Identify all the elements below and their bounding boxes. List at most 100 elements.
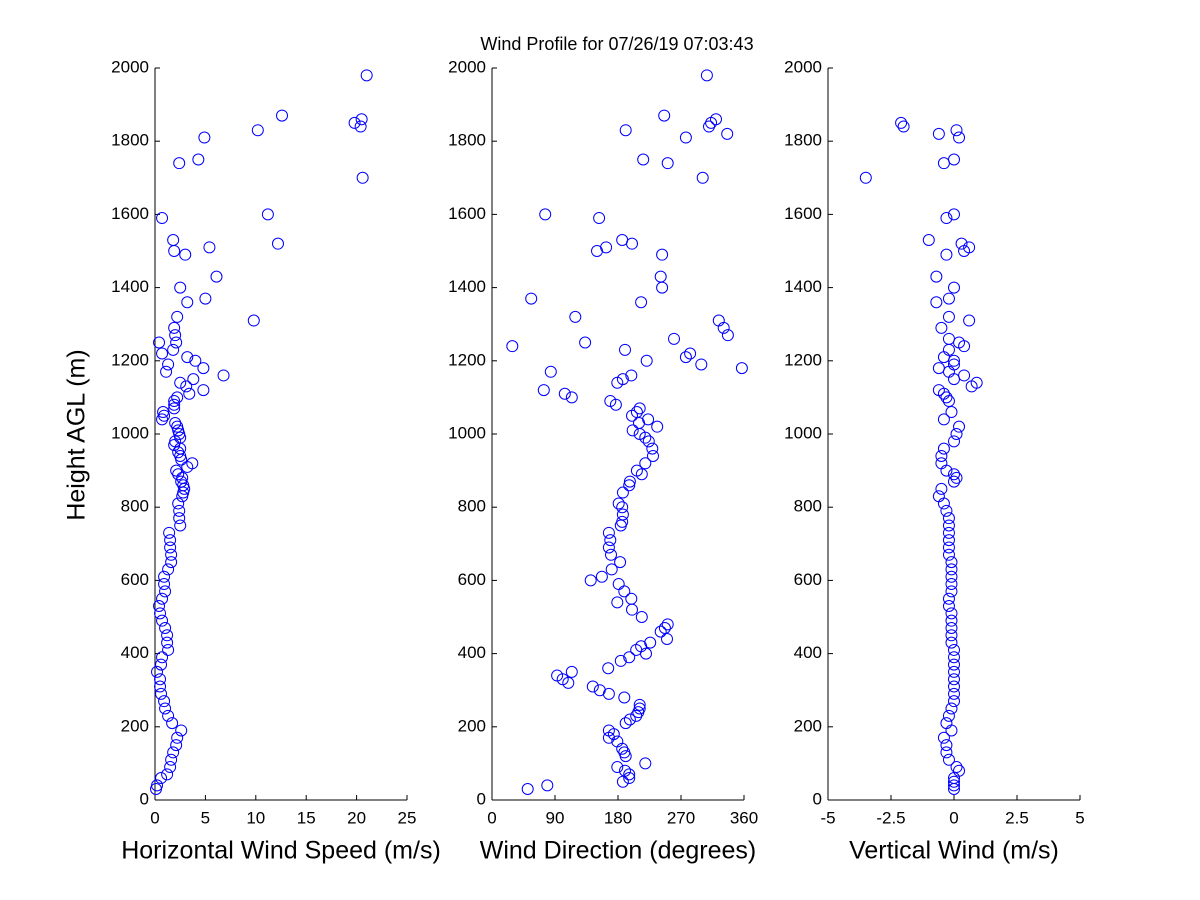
point [355,113,368,126]
point [656,281,669,294]
point [618,585,631,598]
x-tick-label: 0 [150,808,159,827]
point [198,131,211,144]
point [940,739,953,752]
point [679,351,692,364]
point [151,665,164,678]
point [965,380,978,393]
point [154,673,167,686]
point [950,428,963,440]
point [612,497,625,510]
x-tick-label: 25 [398,808,417,827]
point [945,621,958,634]
point [948,281,960,294]
point [942,332,955,345]
point [963,314,976,327]
y-axis-label: Height AGL (m) [63,349,91,520]
x-axis-label: Vertical Wind (m/s) [849,837,1059,865]
point [156,212,169,225]
point [635,468,648,481]
point [930,270,943,283]
point [605,548,617,561]
point [156,651,169,664]
point [619,717,632,730]
point [661,618,674,631]
point [948,673,960,686]
point [197,384,210,397]
point [171,391,184,404]
point [942,526,955,539]
point [942,310,955,323]
point [712,314,725,327]
point [942,534,955,547]
point [630,464,643,477]
y-tick-label: 800 [121,497,149,516]
y-tick-label: 1400 [784,277,822,296]
point [942,395,955,408]
point [177,486,190,499]
point [165,753,178,766]
point [168,321,181,334]
point [162,643,175,656]
point [174,281,187,294]
point [937,442,950,455]
point [164,761,177,774]
point [179,248,192,261]
point [942,541,955,554]
point [544,365,557,378]
point [166,717,179,730]
y-tick-label: 1600 [111,204,149,223]
point [945,578,958,591]
point [616,501,629,514]
point [942,343,955,356]
point [160,365,173,378]
point [958,245,971,257]
point [616,775,629,788]
y-tick-label: 600 [794,570,822,589]
point [168,402,181,415]
point [656,248,669,261]
point [948,153,960,166]
point [618,691,631,704]
point [565,391,578,404]
y-tick-label: 0 [813,789,822,808]
point [247,314,260,327]
point [940,746,953,759]
y-tick-label: 2000 [111,57,149,76]
point [607,728,620,741]
point [945,614,958,627]
point [623,768,636,781]
y-tick-label: 400 [458,643,486,662]
point [945,636,958,649]
point [935,457,948,470]
point [625,369,638,382]
point [635,640,648,653]
point [616,486,629,499]
point [940,248,953,261]
point [945,563,958,576]
point [623,479,636,492]
point [935,449,948,462]
point [161,636,174,649]
point [616,742,629,755]
point [940,504,953,517]
point [945,585,958,598]
point [948,779,960,792]
point [203,241,216,254]
point [161,768,174,781]
point [171,310,184,323]
point [623,772,636,785]
point [950,124,963,137]
point [626,237,638,250]
point [948,695,960,708]
point [586,680,599,693]
point [639,757,652,770]
point [948,680,960,693]
point [721,329,734,342]
point [658,109,671,122]
point [602,526,615,539]
y-tick-label: 600 [121,570,149,589]
y-tick-label: 1800 [784,131,822,150]
x-tick-label: 360 [730,808,758,827]
x-tick-label: 180 [604,808,632,827]
